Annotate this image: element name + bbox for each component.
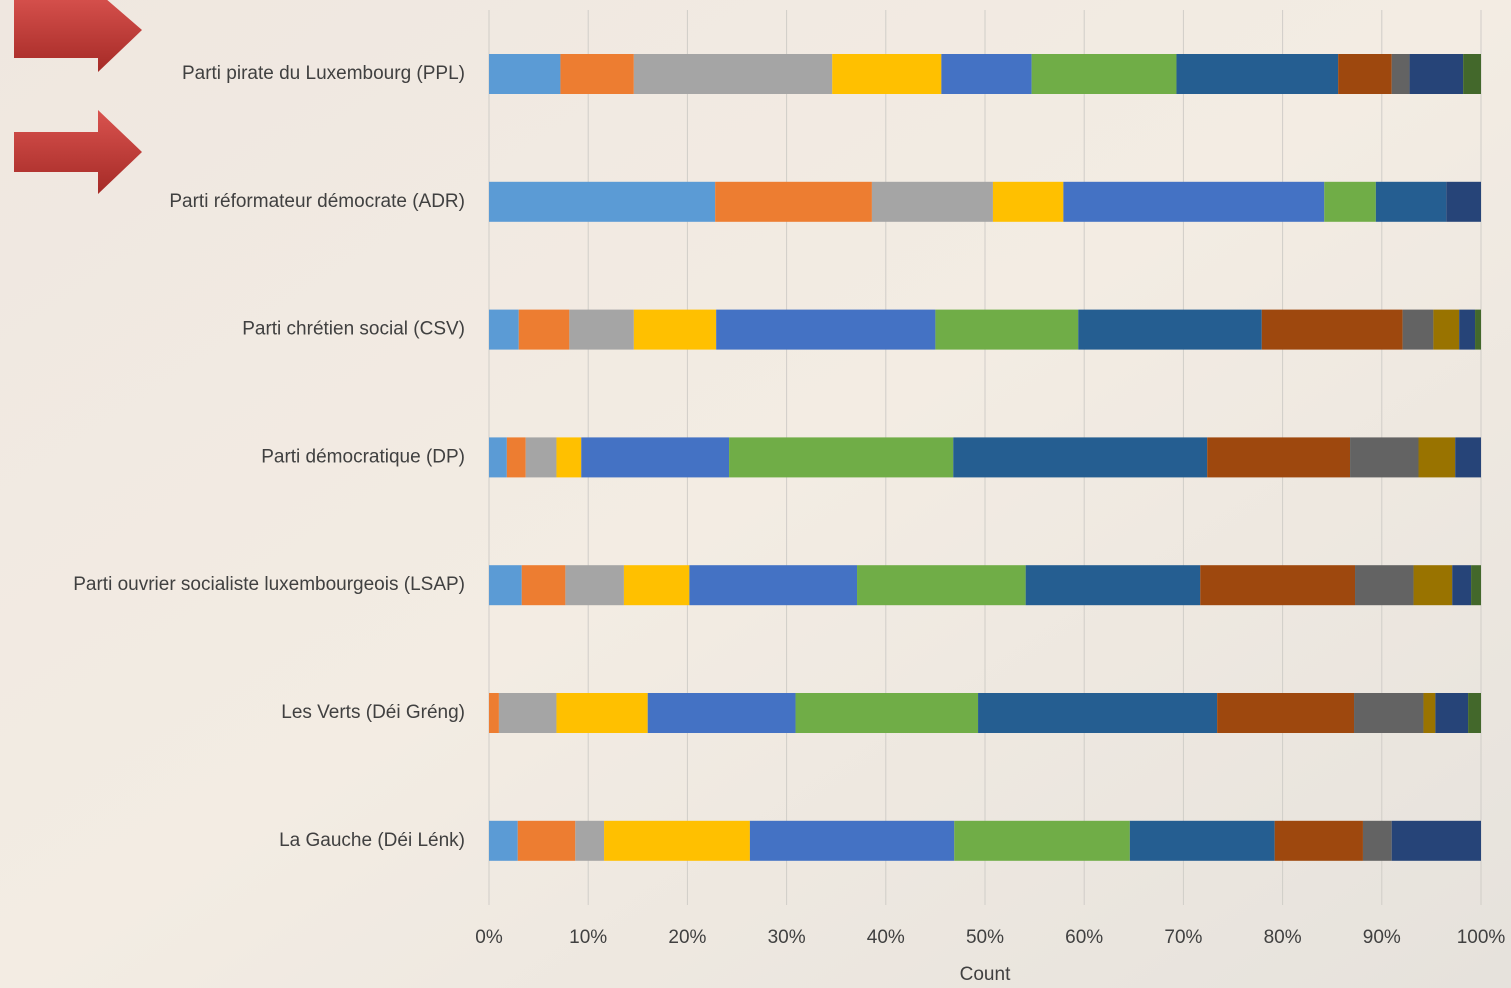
bar-segment [1217, 693, 1355, 733]
bar-segment [556, 693, 648, 733]
x-tick-label: 20% [668, 927, 706, 948]
bar-segment [489, 309, 519, 350]
bar-segment [1354, 693, 1424, 733]
x-tick-label: 0% [475, 927, 503, 948]
bar-segment [1452, 565, 1472, 606]
bar-segment [1433, 309, 1460, 350]
bar-segment [1200, 565, 1356, 606]
y-tick-label: Parti réformateur démocrate (ADR) [169, 191, 465, 212]
bar-segment [569, 309, 634, 350]
bar-segment [604, 820, 750, 861]
bar-segment [1207, 437, 1351, 478]
bar-segment [525, 437, 557, 478]
bar-segment [857, 565, 1026, 606]
bar-segment [1475, 309, 1481, 350]
bar-segment [623, 565, 690, 606]
bar-segment [633, 54, 833, 94]
bar-segment [1176, 54, 1339, 94]
bar-segment [715, 181, 872, 222]
bar-segment [1418, 437, 1456, 478]
bar-segment [521, 565, 566, 606]
bar-segment [1324, 181, 1376, 222]
bar-segment [1078, 309, 1262, 350]
bar-segment [1063, 181, 1325, 222]
bar-segment [489, 437, 507, 478]
x-tick-label: 30% [768, 927, 806, 948]
bar-segment [647, 693, 796, 733]
bar-segment [489, 693, 499, 733]
x-tick-label: 10% [569, 927, 607, 948]
bar-segment [1463, 54, 1481, 94]
bar-segment [716, 309, 936, 350]
x-tick-label: 90% [1363, 927, 1401, 948]
bar-segment [489, 54, 561, 94]
bar-segment [517, 820, 576, 861]
y-tick-label: Parti chrétien social (CSV) [242, 319, 465, 340]
bar-segment [978, 693, 1218, 733]
bar-segment [941, 54, 1032, 94]
labels: 0% 10% 20% 30% 40% 50% 60% 70% 80% 90% 100% Parti p… [73, 63, 1505, 948]
bar-segment [954, 820, 1130, 861]
x-tick-label: 50% [966, 927, 1004, 948]
bar-segment [795, 693, 979, 733]
bar-segment [1362, 820, 1392, 861]
bar-segment [1402, 309, 1434, 350]
arrow [14, 0, 142, 72]
x-axis-title: Count [960, 964, 1011, 985]
bar-segment [1274, 820, 1363, 861]
bar-segment [992, 181, 1064, 222]
bar-segment [489, 820, 518, 861]
x-tick-label: 80% [1264, 927, 1302, 948]
bar-segment [1391, 820, 1481, 861]
bar-segment [689, 565, 858, 606]
bar-segment [518, 309, 570, 350]
bar-segment [560, 54, 634, 94]
bar-segment [935, 309, 1079, 350]
y-tick-label: Parti pirate du Luxembourg (PPL) [182, 63, 465, 84]
x-tick-label: 40% [867, 927, 905, 948]
bar-segment [575, 820, 605, 861]
bar-segment [749, 820, 955, 861]
bars [489, 54, 1481, 861]
bar-segment [633, 309, 717, 350]
bar-segment [1455, 437, 1481, 478]
bar-segment [729, 437, 954, 478]
y-tick-label: Parti démocratique (DP) [261, 446, 465, 467]
bar-segment [1423, 693, 1436, 733]
bar-segment [1446, 181, 1481, 222]
bar-segment [953, 437, 1208, 478]
bar-segment [1413, 565, 1453, 606]
bar-segment [1338, 54, 1392, 94]
bar-segment [1471, 565, 1481, 606]
bar-segment [1459, 309, 1476, 350]
bar-segment [489, 181, 716, 222]
bar-segment [1261, 309, 1403, 350]
arrow [14, 110, 142, 194]
bar-segment [1391, 54, 1410, 94]
bar-segment [556, 437, 582, 478]
x-tick-label: 60% [1065, 927, 1103, 948]
bar-segment [1350, 437, 1419, 478]
bar-segment [1031, 54, 1177, 94]
bar-segment [1409, 54, 1464, 94]
x-tick-label: 70% [1164, 927, 1202, 948]
y-tick-label: La Gauche (Déi Lénk) [279, 830, 465, 851]
bar-segment [871, 181, 993, 222]
bar-segment [1355, 565, 1414, 606]
bar-segment [1025, 565, 1201, 606]
bar-segment [1375, 181, 1447, 222]
y-tick-label: Les Verts (Déi Gréng) [281, 702, 465, 723]
bar-segment [565, 565, 624, 606]
bar-segment [506, 437, 526, 478]
bar-segment [1435, 693, 1469, 733]
bar-segment [498, 693, 557, 733]
bar-segment [489, 565, 522, 606]
bar-segment [1129, 820, 1275, 861]
bar-segment [1468, 693, 1481, 733]
x-tick-label: 100% [1457, 927, 1506, 948]
bar-segment [581, 437, 730, 478]
bar-segment [832, 54, 942, 94]
y-tick-label: Parti ouvrier socialiste luxembourgeois … [73, 574, 465, 595]
